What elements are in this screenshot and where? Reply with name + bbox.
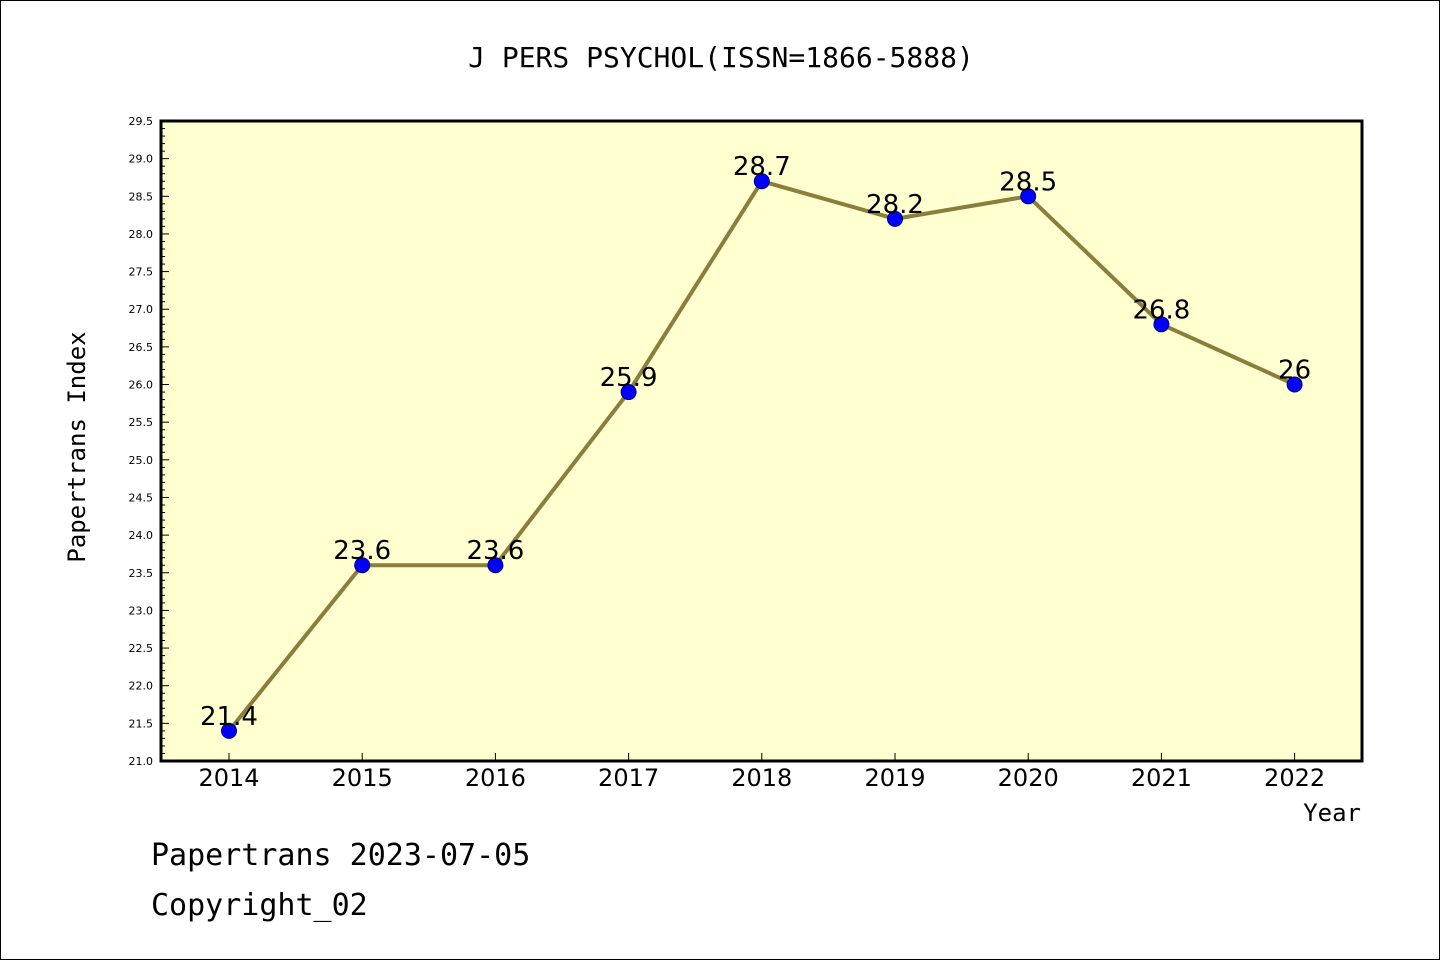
y-tick-label: 27.5 [129,266,154,279]
data-point-marker [487,557,504,574]
data-point-marker [221,722,237,739]
y-tick-label: 24.5 [129,491,154,504]
y-tick-label: 21.5 [129,717,154,730]
data-point-marker [1020,188,1037,205]
data-point-marker [354,557,371,574]
data-point-marker [1286,376,1303,393]
y-tick-label: 22.0 [129,680,154,693]
y-tick-label: 28.0 [129,228,154,241]
x-tick-label: 2017 [598,764,659,792]
y-tick-label: 27.0 [129,303,154,316]
y-tick-label: 29.0 [129,153,154,166]
x-tick-label: 2015 [332,764,393,792]
data-labels: 21.4 23.6 23.6 25.9 28.7 28.2 28.5 26.8 26 [200,152,1311,732]
y-tick-label: 29.5 [129,115,154,128]
x-tick-label: 2021 [1131,764,1192,792]
y-axis: 21.0 21.5 22.0 22.5 23.0 23.5 24.0 24.5 25.0 25.5… [129,115,169,768]
y-tick-label: 28.5 [129,190,154,203]
x-tick-label: 2020 [998,764,1059,792]
data-label: 28.5 [999,167,1057,197]
chart-title: J PERS PSYCHOL(ISSN=1866-5888) [468,41,974,74]
y-axis-label: Papertrans Index [63,331,91,562]
data-label: 28.7 [733,152,791,182]
y-tick-label: 23.5 [129,567,154,580]
x-tick-label: 2019 [864,764,925,792]
y-tick-label: 21.0 [129,755,154,768]
data-point-marker [1153,316,1170,333]
y-tick-label: 26.0 [129,379,154,392]
data-label: 23.6 [466,536,524,566]
data-label: 26 [1278,356,1311,386]
data-label: 21.4 [200,702,258,732]
footer-date: Papertrans 2023-07-05 [151,838,530,873]
x-axis: 2014 2015 2016 2017 2018 2019 2020 2021 2022 [198,753,1325,792]
x-tick-label: 2016 [465,764,526,792]
y-tick-label: 24.0 [129,529,154,542]
data-point-marker [753,173,770,190]
footer-copyright: Copyright_02 [151,888,368,923]
y-tick-label: 25.5 [129,416,154,429]
data-point-marker [887,210,903,227]
plot-border [159,119,1364,763]
series-markers [221,173,1303,739]
y-tick-label: 23.0 [129,604,154,617]
data-label: 23.6 [333,536,391,566]
y-tick-label: 22.5 [129,642,154,655]
y-tick-label: 25.0 [129,454,154,467]
data-point-marker [620,384,637,401]
x-tick-label: 2014 [198,764,259,792]
data-label: 26.8 [1132,295,1190,325]
x-axis-label: Year [1303,799,1361,827]
y-tick-label: 26.5 [129,341,154,354]
x-tick-label: 2022 [1264,764,1325,792]
data-label: 25.9 [600,363,658,393]
plot-area [161,121,1362,761]
data-label: 28.2 [866,190,924,220]
x-tick-label: 2018 [731,764,792,792]
